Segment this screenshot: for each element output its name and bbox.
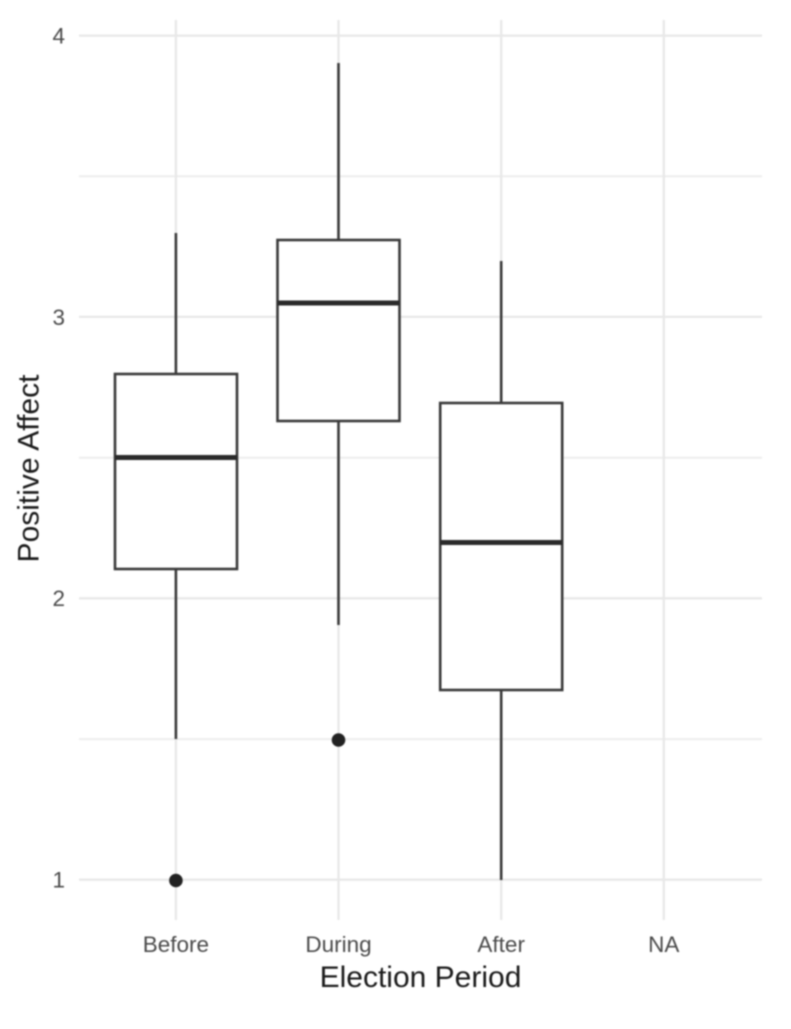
svg-text:3: 3: [52, 305, 65, 330]
svg-text:After: After: [477, 932, 525, 957]
svg-text:4: 4: [52, 24, 65, 49]
svg-text:1: 1: [52, 868, 65, 893]
svg-text:Before: Before: [143, 932, 209, 957]
svg-text:NA: NA: [648, 932, 679, 957]
svg-text:Positive Affect: Positive Affect: [13, 374, 46, 563]
svg-text:During: During: [305, 932, 371, 957]
svg-text:Election Period: Election Period: [320, 961, 522, 994]
svg-text:2: 2: [52, 586, 65, 611]
